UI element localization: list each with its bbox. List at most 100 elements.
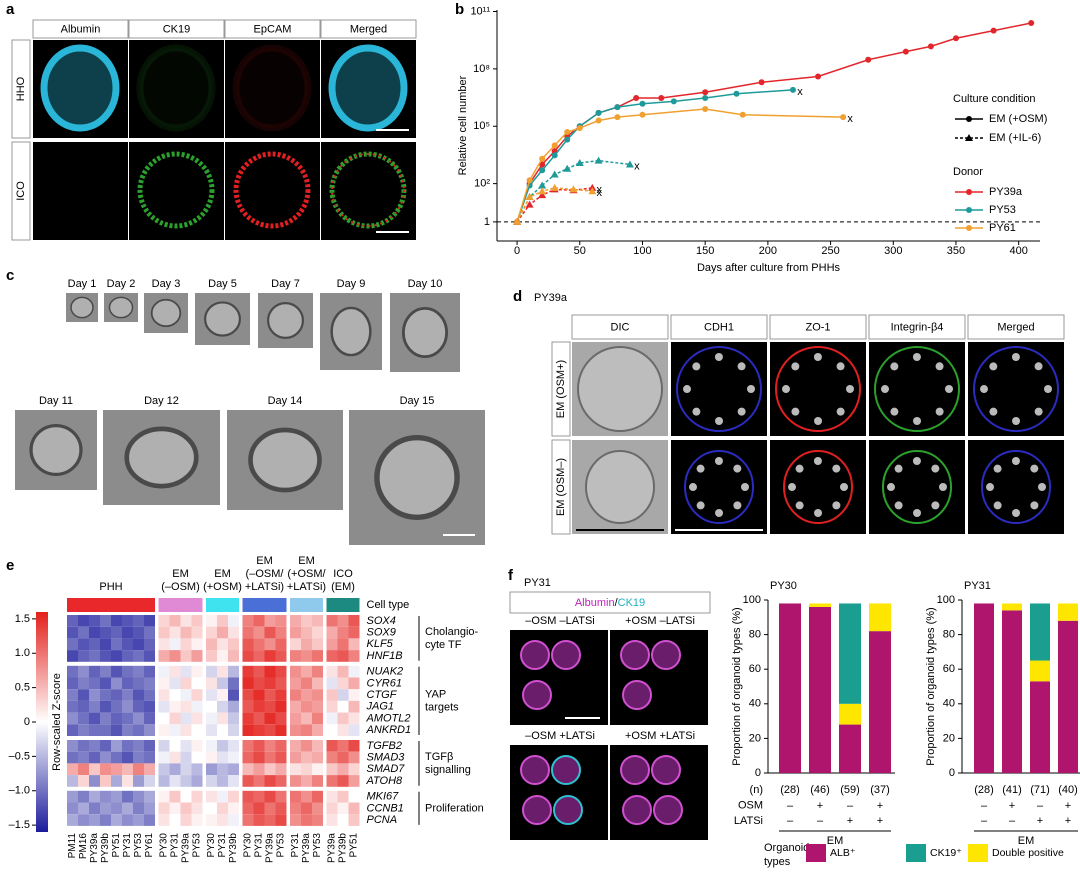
latsi-label: – [981,815,988,827]
heatmap-cell [180,724,192,736]
gene-label: TGFB2 [367,740,402,752]
sample-label: PY53 [192,833,203,858]
heatmap-cell [133,751,144,764]
colorbar-label: Row-scaled Z-score [51,673,63,771]
marker [539,161,546,168]
heatmap-cell [242,638,254,651]
nucleus [791,407,800,416]
heatmap-cell [67,790,78,803]
n-label: (40) [1058,784,1078,796]
heatmap-cell [169,751,181,764]
nucleus [939,483,947,491]
heatmap-cell [301,724,312,736]
heatmap-cell [348,775,360,787]
legend-title: Culture condition [953,93,1036,105]
heatmap-cell [158,775,170,787]
heatmap-cell [122,740,133,752]
organoid [874,346,960,432]
heatmap-cell [228,665,239,678]
heatmap-cell [312,615,323,627]
marker [576,125,583,132]
organoid [973,346,1059,432]
n-label: (59) [840,784,860,796]
heatmap-cell [67,802,78,815]
nucleus [741,483,749,491]
condition-label: –OSM +LATSi [525,730,595,742]
series-line [516,187,593,223]
heatmap-cell [275,700,287,713]
marker [990,27,997,34]
x-tick-label: 100 [633,245,651,257]
heatmap-cell [191,665,203,678]
bar-segment [869,631,891,773]
sample-label: PY31 [254,833,265,858]
marker [563,164,572,172]
heatmap-cell [312,689,323,701]
heatmap-cell [158,700,170,713]
heatmap-cell [158,724,170,736]
label-box [769,314,867,340]
label-box [128,19,225,39]
heatmap-cell [228,814,239,826]
heatmap-cell [144,700,155,713]
heatmap-cell [122,763,133,776]
heatmap-cell [312,740,323,752]
heatmap-cell [158,677,170,690]
heatmap-cell [312,814,323,826]
legend-title: types [764,856,791,868]
channel-label: DIC [611,321,630,333]
heatmap-cell [169,712,181,725]
heatmap-cell [191,751,203,764]
heatmap-cell [169,724,181,736]
sample-label: PY53 [276,833,287,858]
marker [639,111,646,118]
heatmap-cell [111,615,122,627]
organoid [651,755,681,785]
heatmap-cell [242,790,254,803]
gene-label: KLF5 [367,638,394,650]
heatmap-cell [228,615,239,627]
marker [539,155,546,162]
heatmap-cell [264,712,276,725]
nucleus [846,385,854,393]
gene-label: SOX4 [367,615,396,627]
group-label: EM [172,568,189,580]
gene-label: MKI67 [367,791,400,803]
bar-segment [839,703,861,725]
organoid [70,296,94,319]
heatmap-cell [312,712,323,725]
heatmap-cell [275,802,287,815]
heatmap-cell [337,689,349,701]
heatmap-cell [144,814,155,826]
heatmap-cell [312,724,323,736]
heatmap-cell [217,763,228,776]
heatmap-cell [253,689,265,701]
heatmap-cell [180,638,192,651]
label-box [224,19,321,39]
heatmap-cell [326,712,338,725]
cell-type-label: Cell type [367,599,410,611]
heatmap-cell [290,615,301,627]
micrograph [33,40,128,138]
heatmap-cell [326,626,338,639]
heatmap-cell [133,712,144,725]
group-label: EM [214,568,231,580]
heatmap-cell [275,751,287,764]
nucleus [715,509,724,517]
micrograph [33,142,128,240]
latsi-label: + [1065,815,1071,827]
heatmap-cell [264,763,276,776]
heatmap-cell [180,650,192,662]
heatmap-cell [180,751,192,764]
heatmap-cell [78,763,89,776]
latsi-label: + [1037,815,1043,827]
heatmap-cell [144,790,155,803]
heatmap-cell [206,763,217,776]
heatmap-cell [264,677,276,690]
heatmap-cell [326,740,338,752]
marker [551,152,558,159]
marker [966,207,972,213]
heatmap-cell [326,724,338,736]
heatmap-cell [89,626,100,639]
n-label: (41) [1002,784,1022,796]
